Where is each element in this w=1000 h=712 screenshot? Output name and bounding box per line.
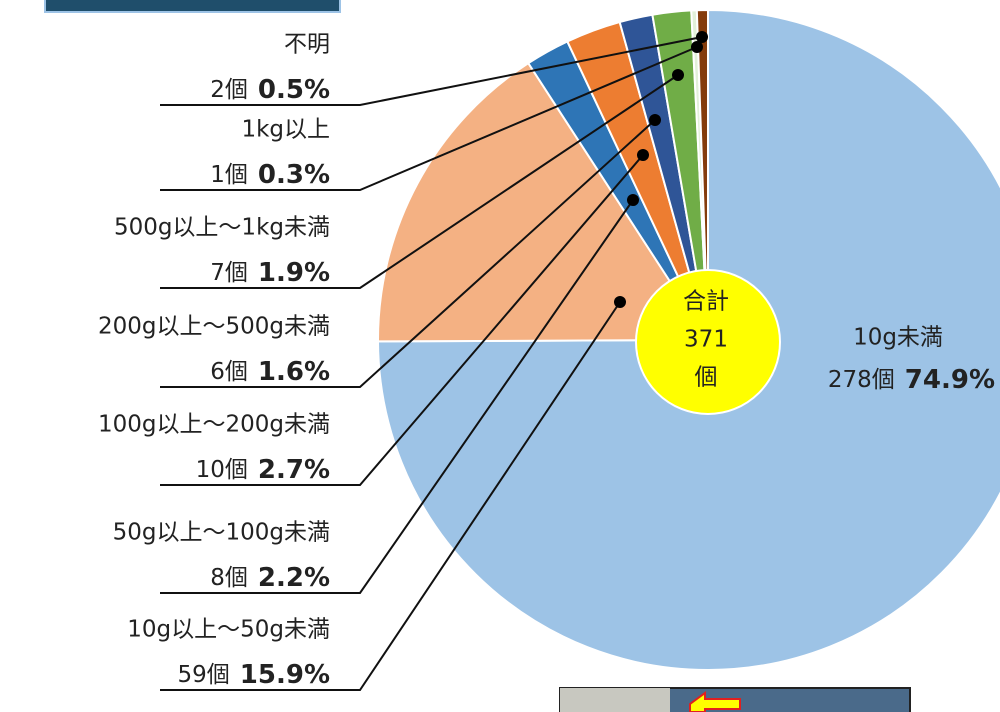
count-label: 6個	[210, 359, 248, 385]
percent-label: 1.6%	[258, 357, 330, 387]
percent-label: 2.2%	[258, 563, 330, 593]
value-label: 59個 15.9%	[178, 660, 330, 690]
value-label: 10個 2.7%	[196, 455, 330, 485]
percent-label: 1.9%	[258, 258, 330, 288]
count-label: 1個	[210, 162, 248, 188]
category-label: 不明	[284, 32, 330, 58]
leader-dot	[672, 69, 684, 81]
category-label: 1kg以上	[241, 117, 330, 143]
percent-label: 2.7%	[258, 455, 330, 485]
value-label: 2個 0.5%	[210, 75, 330, 105]
category-label: 100g以上～200g未満	[98, 412, 330, 438]
value-label: 6個 1.6%	[210, 357, 330, 387]
count-label: 8個	[210, 565, 248, 591]
count-label: 7個	[210, 260, 248, 286]
leader-dot	[696, 31, 708, 43]
value-label: 7個 1.9%	[210, 258, 330, 288]
photo-thumbnail	[560, 688, 910, 712]
total-value: 371	[684, 327, 728, 353]
percent-label: 0.5%	[258, 75, 330, 105]
count-label: 2個	[210, 77, 248, 103]
leader-dot	[637, 149, 649, 161]
total-unit: 個	[695, 365, 718, 391]
category-label: 200g以上～500g未満	[98, 314, 330, 340]
header-tab	[45, 0, 340, 12]
leader-dot	[649, 114, 661, 126]
category-label: 50g以上～100g未満	[113, 520, 330, 546]
chart: 10g未満 278個 74.9% 10g以上～50g未満 59個 15.9% 50g以上～1…	[0, 0, 1000, 712]
count-label: 59個	[178, 662, 230, 688]
count-label: 10個	[196, 457, 248, 483]
page: {"chart_data": {"type": "pie", "categori…	[0, 0, 1000, 712]
percent-label: 15.9%	[240, 660, 330, 690]
value-label: 278個 74.9%	[828, 365, 995, 395]
percent-label: 74.9%	[905, 365, 995, 395]
category-label: 10g未満	[853, 325, 943, 351]
leader-dot	[614, 296, 626, 308]
leader-dot	[627, 194, 639, 206]
category-label: 10g以上～50g未満	[127, 617, 330, 643]
value-label: 1個 0.3%	[210, 160, 330, 190]
total-label: 合計	[683, 289, 729, 315]
category-label: 500g以上～1kg未満	[114, 215, 330, 241]
percent-label: 0.3%	[258, 160, 330, 190]
count-label: 278個	[828, 367, 895, 393]
value-label: 8個 2.2%	[210, 563, 330, 593]
